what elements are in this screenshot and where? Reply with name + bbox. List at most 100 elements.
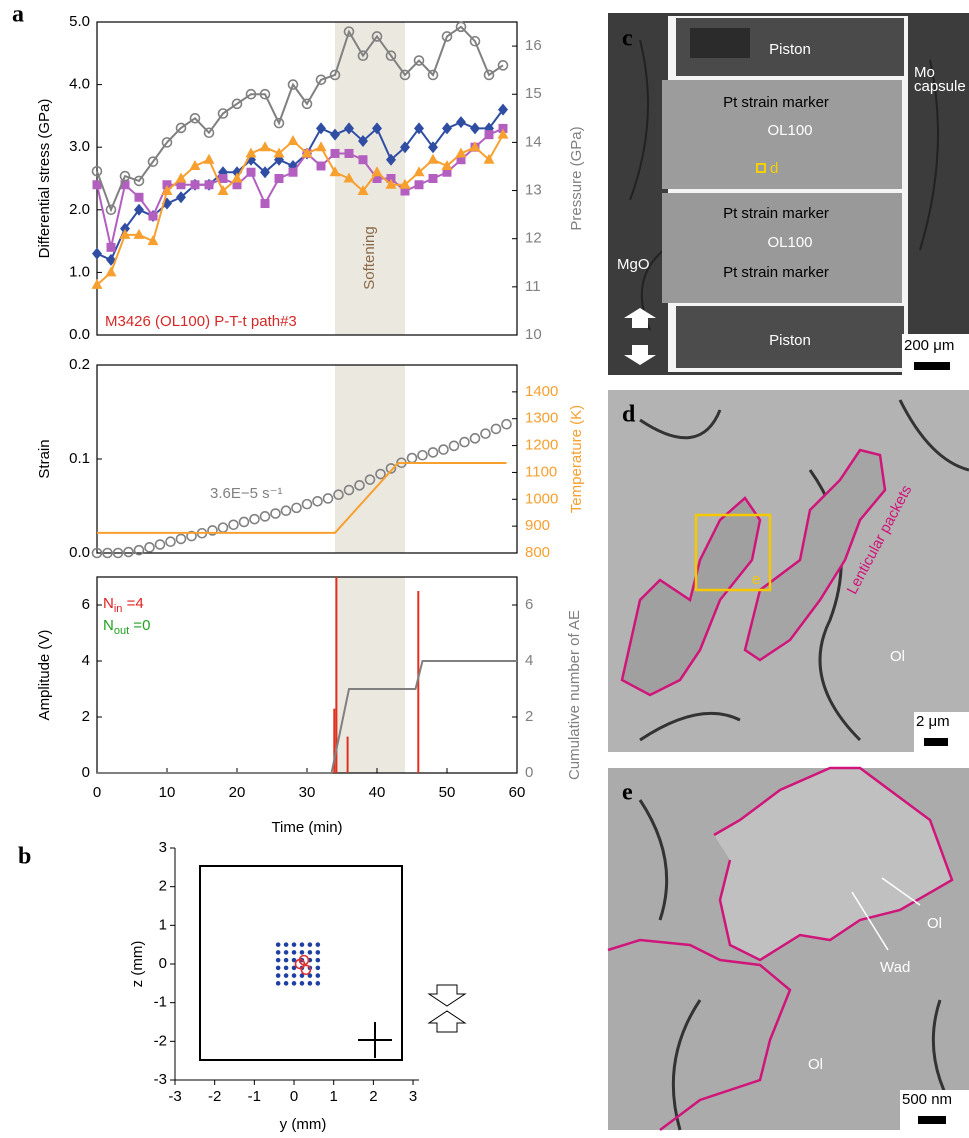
y-tick-label: 0.1: [69, 450, 90, 467]
y-axis-title: z (mm): [129, 941, 146, 988]
count-subscript: in: [114, 603, 123, 615]
marker: [501, 418, 512, 430]
annotation: 3.6E−5 s⁻¹: [210, 485, 283, 502]
marker: [441, 31, 453, 42]
marker: [371, 31, 383, 42]
marker: [385, 178, 397, 189]
marker: [203, 153, 215, 164]
marker: [301, 98, 313, 110]
y2-tick-label: 13: [525, 182, 542, 199]
marker: [112, 547, 124, 559]
x-tick-label: -3: [168, 1088, 181, 1105]
grain-outline: [607, 938, 792, 1131]
marker: [176, 191, 186, 204]
marker: [123, 546, 134, 558]
marker: [260, 199, 270, 209]
marker: [315, 942, 321, 947]
marker: [428, 174, 438, 183]
marker: [299, 950, 305, 955]
y2-tick-label: 14: [525, 133, 542, 150]
label: Pt strain marker: [723, 205, 829, 222]
label: OL100: [767, 234, 812, 251]
y-axis-title: Amplitude (V): [36, 630, 53, 721]
marker: [399, 69, 411, 81]
marker: [298, 954, 310, 966]
packet-outline: [620, 496, 762, 697]
marker: [455, 21, 467, 33]
marker: [469, 35, 481, 47]
marker: [358, 134, 368, 147]
marker: [385, 50, 397, 62]
crack: [639, 399, 969, 742]
sample: [662, 193, 902, 303]
y-tick-label: 0.2: [69, 356, 90, 373]
y2-tick-label: 12: [525, 230, 542, 247]
y2-tick-label: 6: [525, 596, 533, 613]
marker: [497, 60, 509, 71]
marker: [386, 153, 396, 166]
marker: [91, 547, 103, 559]
scale-label: 2 μm: [916, 713, 950, 730]
x-tick-label: 0: [290, 1088, 298, 1105]
label: Ol: [890, 648, 905, 665]
marker: [428, 141, 438, 154]
y-tick-label: -3: [154, 1071, 167, 1088]
marker: [275, 981, 281, 986]
marker: [357, 185, 369, 196]
label: Piston: [769, 41, 811, 58]
y2-tick-label: 4: [525, 652, 533, 669]
x-tick-label: -2: [208, 1088, 221, 1105]
marker: [291, 973, 297, 978]
marker: [344, 148, 354, 158]
marker: [92, 247, 102, 260]
label: Pt strain marker: [723, 264, 829, 281]
marker: [343, 26, 355, 37]
marker: [283, 981, 289, 986]
scale-bar: [924, 738, 948, 746]
marker: [204, 180, 214, 190]
leader: [881, 877, 921, 906]
y2-tick-label: 1300: [525, 410, 558, 427]
marker: [274, 174, 284, 183]
y2-axis-title: Pressure (GPa): [568, 126, 585, 230]
scale-label: 500 nm: [902, 1091, 952, 1108]
x-tick-label: 20: [229, 784, 246, 801]
marker: [456, 155, 466, 165]
marker: [175, 533, 187, 545]
y-tick-label: 3.0: [69, 138, 90, 155]
marker: [106, 242, 116, 252]
marker: [275, 957, 281, 963]
marker: [260, 166, 270, 179]
marker: [231, 172, 243, 183]
marker: [238, 516, 250, 528]
y-tick-label: 3: [159, 839, 167, 856]
y-tick-label: -2: [154, 1032, 167, 1049]
marker: [483, 69, 495, 81]
marker: [312, 495, 323, 507]
x-tick-label: 1: [330, 1088, 338, 1105]
series-line: [96, 109, 504, 262]
marker: [358, 155, 368, 165]
series-line: [97, 660, 517, 774]
y-tick-label: -1: [154, 994, 167, 1011]
marker: [133, 228, 145, 239]
frame: [96, 576, 518, 774]
x-tick-label: 40: [369, 784, 386, 801]
series-line: [97, 462, 507, 534]
marker: [291, 942, 297, 947]
marker: [283, 973, 289, 978]
marker: [275, 965, 281, 971]
micrograph-d: e Lenticular packets Ol 2 μm d: [608, 390, 969, 752]
marker: [399, 178, 411, 189]
marker: [375, 468, 386, 480]
marker: [498, 103, 508, 116]
marker: [400, 141, 410, 154]
marker: [228, 519, 239, 531]
marker: [161, 137, 173, 148]
marker: [330, 148, 340, 158]
label: Ol: [927, 915, 942, 932]
label: OL100: [767, 122, 812, 139]
y2-tick-label: 1100: [525, 463, 557, 480]
label: Wad: [880, 959, 910, 976]
